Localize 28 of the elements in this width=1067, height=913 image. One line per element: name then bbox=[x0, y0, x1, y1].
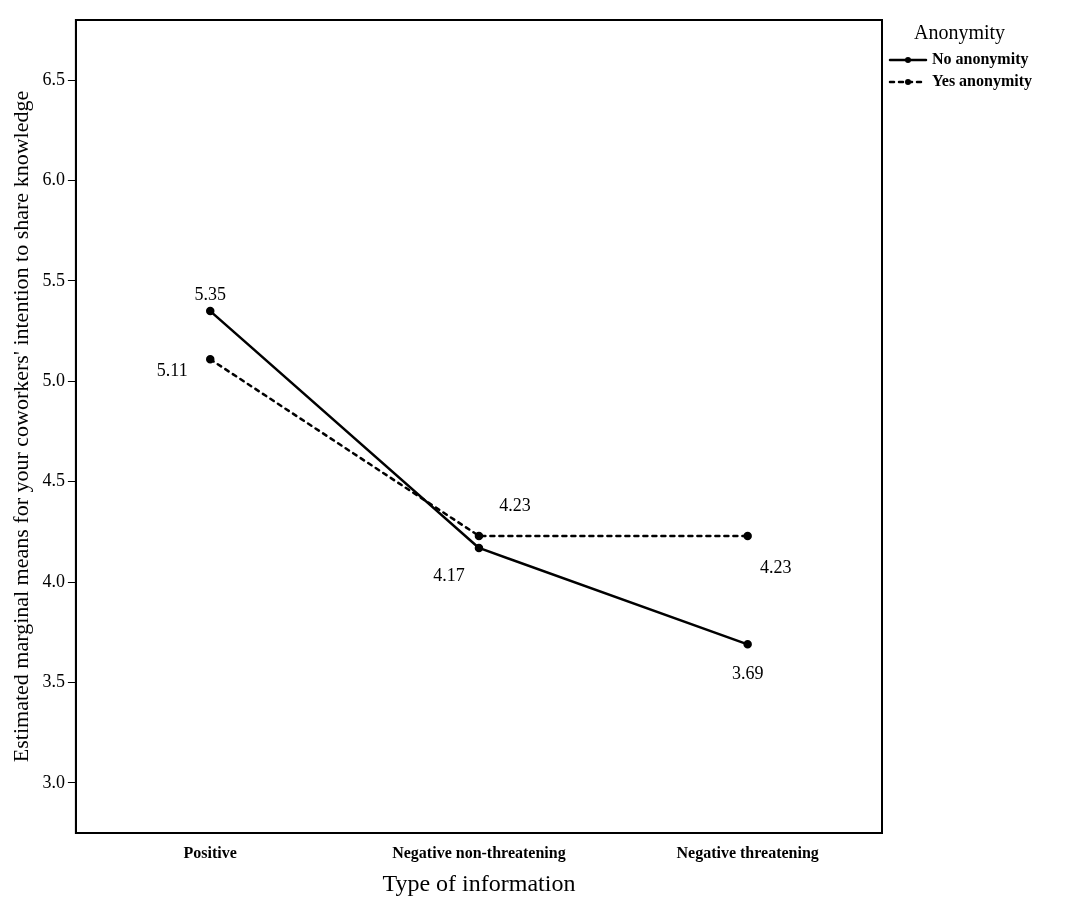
point bbox=[206, 355, 215, 364]
y-tick-label: 4.0 bbox=[42, 570, 65, 591]
legend-label: Yes anonymity bbox=[932, 72, 1033, 91]
point bbox=[743, 531, 752, 541]
y-axis-title: Estimated marginal means for your coworkers' intention to share knowledge bbox=[7, 90, 33, 763]
legend-title: Anonymity bbox=[914, 21, 1006, 45]
legend-label: No anonymity bbox=[932, 50, 1029, 69]
x-tick-label: Negative non-threatening bbox=[392, 843, 566, 862]
y-tick-label: 6.0 bbox=[42, 169, 65, 190]
y-tick-label: 3.0 bbox=[42, 771, 65, 792]
data-label: 5.35 bbox=[194, 283, 226, 304]
y-tick-label: 6.5 bbox=[42, 68, 65, 89]
point bbox=[743, 640, 752, 649]
x-axis-title: Type of information bbox=[382, 869, 576, 896]
point bbox=[206, 306, 215, 316]
x-tick-label: Positive bbox=[183, 843, 237, 861]
y-tick-label: 5.0 bbox=[42, 370, 65, 391]
y-tick-label: 3.5 bbox=[42, 671, 65, 692]
data-label: 5.11 bbox=[156, 359, 188, 380]
data-label: 3.69 bbox=[731, 663, 764, 684]
x-tick-label: Negative threatening bbox=[676, 843, 819, 862]
data-label: 4.23 bbox=[759, 556, 792, 577]
point bbox=[474, 531, 484, 541]
point bbox=[474, 543, 484, 553]
data-label: 4.23 bbox=[499, 494, 531, 515]
y-tick-label: 4.5 bbox=[42, 470, 65, 491]
data-label: 4.17 bbox=[433, 564, 465, 585]
y-tick-label: 5.5 bbox=[42, 269, 65, 290]
